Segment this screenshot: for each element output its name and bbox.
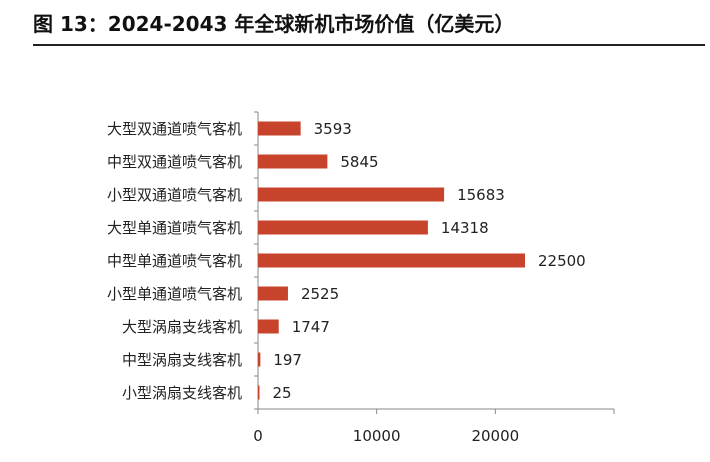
value-label: 22500: [538, 252, 586, 270]
value-label: 5845: [340, 153, 378, 171]
bar: [258, 385, 260, 400]
value-label: 1747: [292, 318, 330, 336]
title-rule: [33, 44, 705, 46]
bar: [258, 220, 428, 235]
bar: [258, 352, 261, 367]
value-label: 14318: [441, 219, 489, 237]
figure-title: 图 13：2024-2043 年全球新机市场价值（亿美元）: [33, 12, 515, 36]
category-label: 小型涡扇支线客机: [122, 384, 242, 402]
x-tick-label: 10000: [353, 427, 401, 445]
category-label: 小型双通道喷气客机: [107, 186, 242, 204]
value-label: 2525: [301, 285, 339, 303]
category-label: 中型单通道喷气客机: [107, 252, 242, 270]
x-tick-label: 20000: [471, 427, 519, 445]
x-tick-label: 0: [253, 427, 263, 445]
value-label: 15683: [457, 186, 505, 204]
category-label: 中型双通道喷气客机: [107, 153, 242, 171]
category-label: 中型涡扇支线客机: [122, 351, 242, 369]
category-label: 小型单通道喷气客机: [107, 285, 242, 303]
category-label: 大型涡扇支线客机: [122, 318, 242, 336]
value-label: 25: [273, 384, 292, 402]
category-label: 大型单通道喷气客机: [107, 219, 242, 237]
value-label: 197: [273, 351, 302, 369]
bar: [258, 319, 279, 334]
value-label: 3593: [314, 120, 352, 138]
bar: [258, 253, 525, 268]
category-label: 大型双通道喷气客机: [107, 120, 242, 138]
bar: [258, 187, 445, 202]
bar: [258, 286, 288, 301]
bar: [258, 154, 328, 169]
bar: [258, 121, 301, 136]
